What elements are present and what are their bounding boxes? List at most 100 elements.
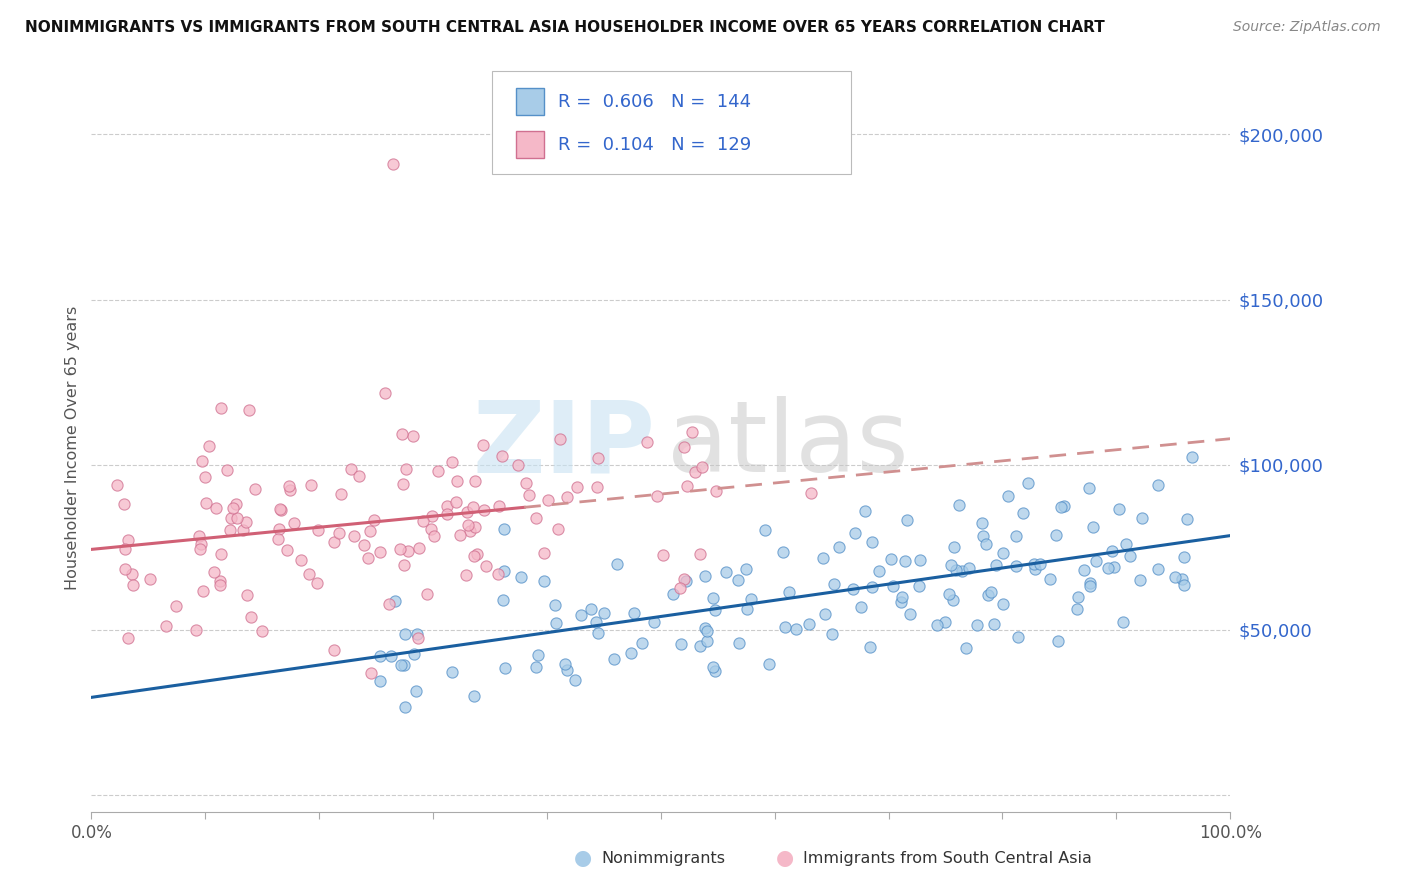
Text: ●: ● bbox=[776, 848, 793, 868]
Point bbox=[554, 657, 576, 672]
Point bbox=[202, 566, 225, 580]
Point bbox=[1146, 562, 1168, 576]
Point bbox=[423, 528, 446, 542]
Point bbox=[735, 602, 758, 616]
Point bbox=[267, 532, 290, 546]
Point bbox=[814, 607, 837, 621]
Point bbox=[235, 516, 257, 530]
Point bbox=[524, 660, 547, 674]
Point bbox=[408, 631, 430, 645]
Point bbox=[1175, 512, 1198, 526]
Point bbox=[299, 478, 322, 492]
Point bbox=[772, 545, 794, 559]
Point bbox=[938, 587, 960, 601]
Point bbox=[555, 490, 578, 504]
Point bbox=[643, 615, 665, 630]
Point bbox=[222, 500, 245, 515]
Point bbox=[467, 548, 489, 562]
Point bbox=[165, 599, 187, 613]
Point bbox=[360, 666, 382, 681]
Point bbox=[378, 597, 401, 611]
Point bbox=[586, 480, 609, 494]
Point bbox=[446, 474, 468, 488]
Point bbox=[394, 558, 416, 572]
Point bbox=[347, 469, 370, 483]
Point bbox=[689, 547, 711, 561]
Point bbox=[942, 592, 965, 607]
Point bbox=[1164, 570, 1187, 584]
Point bbox=[492, 593, 515, 607]
Point bbox=[323, 535, 346, 549]
Point bbox=[675, 574, 697, 588]
Point bbox=[472, 438, 495, 452]
Point bbox=[209, 401, 232, 416]
Point bbox=[394, 627, 416, 641]
Point bbox=[547, 522, 569, 536]
Point bbox=[955, 640, 977, 655]
Point bbox=[647, 489, 669, 503]
Point bbox=[457, 517, 479, 532]
Point bbox=[488, 499, 510, 513]
Point bbox=[436, 499, 458, 513]
Point bbox=[974, 537, 997, 551]
Point bbox=[515, 476, 537, 491]
Point bbox=[464, 474, 486, 488]
Point bbox=[630, 636, 652, 650]
Point bbox=[122, 578, 145, 592]
Point bbox=[117, 533, 139, 548]
Point bbox=[706, 484, 728, 499]
Point bbox=[997, 489, 1019, 503]
Point bbox=[925, 618, 948, 632]
Point bbox=[991, 546, 1014, 560]
Point bbox=[681, 425, 703, 439]
Point bbox=[209, 574, 232, 589]
Text: Immigrants from South Central Asia: Immigrants from South Central Asia bbox=[803, 851, 1091, 865]
Point bbox=[486, 567, 509, 582]
Point bbox=[441, 455, 464, 469]
Point bbox=[588, 450, 610, 465]
Point bbox=[948, 498, 970, 512]
Point bbox=[714, 565, 737, 579]
Point bbox=[401, 429, 423, 443]
Point bbox=[238, 403, 260, 417]
Point bbox=[1108, 502, 1130, 516]
Point bbox=[1039, 572, 1062, 586]
Point bbox=[859, 640, 882, 654]
Point bbox=[669, 637, 692, 651]
Point bbox=[283, 516, 305, 530]
Point bbox=[704, 664, 727, 678]
Point bbox=[412, 514, 434, 528]
Point bbox=[690, 460, 713, 475]
Point bbox=[463, 500, 485, 514]
Point bbox=[800, 486, 823, 500]
Point bbox=[980, 585, 1002, 599]
Point bbox=[323, 643, 346, 657]
Point bbox=[225, 511, 247, 525]
Point bbox=[977, 588, 1000, 602]
Point bbox=[359, 524, 381, 538]
Point bbox=[1112, 615, 1135, 630]
Point bbox=[533, 574, 555, 588]
Point bbox=[209, 547, 232, 561]
Point bbox=[1078, 579, 1101, 593]
Point bbox=[252, 624, 274, 639]
Point bbox=[307, 523, 329, 537]
Point bbox=[278, 479, 301, 493]
Point bbox=[491, 450, 513, 464]
Point bbox=[456, 505, 478, 519]
Text: Source: ZipAtlas.com: Source: ZipAtlas.com bbox=[1233, 20, 1381, 34]
Point bbox=[689, 639, 711, 653]
Point bbox=[492, 521, 515, 535]
Point bbox=[603, 652, 626, 666]
Point bbox=[1011, 506, 1033, 520]
Point bbox=[1007, 630, 1029, 644]
Point bbox=[966, 618, 988, 632]
Point bbox=[894, 554, 917, 568]
Point bbox=[693, 569, 716, 583]
Point bbox=[1101, 543, 1123, 558]
Point bbox=[217, 463, 239, 477]
Point bbox=[636, 435, 658, 450]
Point bbox=[197, 439, 219, 453]
Point bbox=[623, 607, 645, 621]
Point bbox=[1022, 558, 1045, 572]
